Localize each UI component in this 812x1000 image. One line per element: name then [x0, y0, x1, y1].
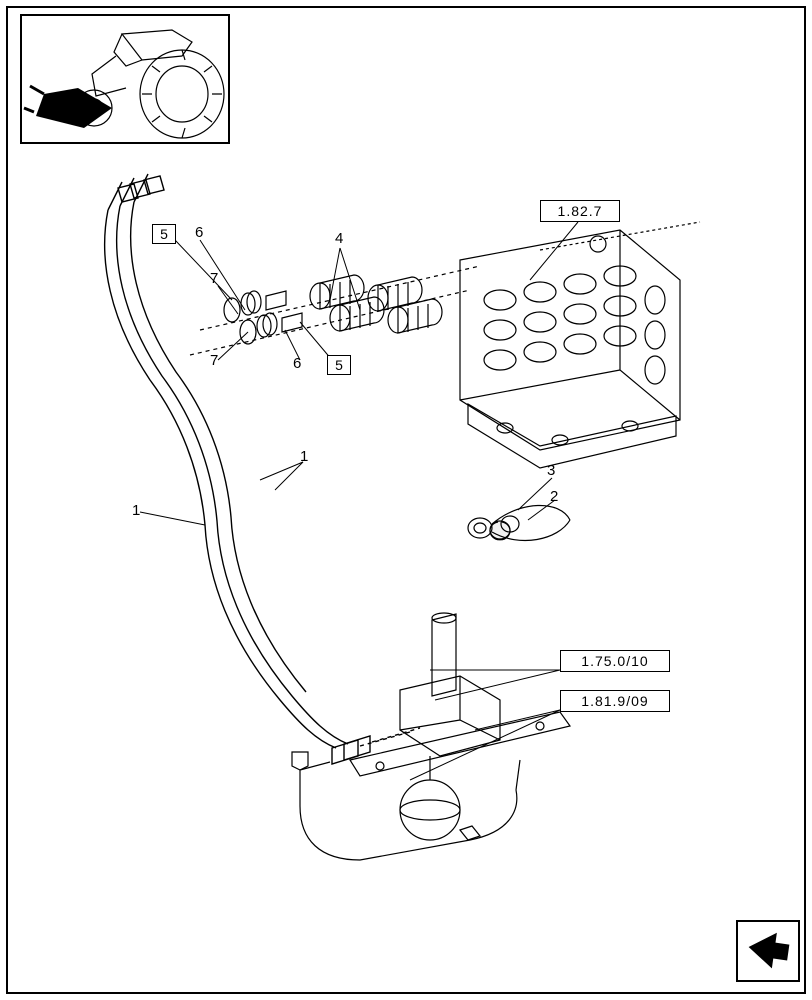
callout-5a: 5: [160, 226, 168, 242]
callout-5a-box: 5: [152, 224, 176, 244]
callout-7a: 7: [210, 270, 218, 287]
hoses: [105, 174, 420, 764]
callout-6b: 6: [293, 355, 301, 372]
return-arrow-icon: [738, 922, 802, 984]
cap-lanyard: [468, 505, 570, 540]
ref-2: 1.75.0/10: [581, 653, 648, 669]
couplers-seals: [190, 266, 480, 355]
callout-7b: 7: [210, 352, 218, 369]
callout-2: 2: [550, 488, 558, 505]
callout-1a: 1: [132, 502, 140, 519]
ref-box-1: 1.82.7: [540, 200, 620, 222]
callout-3: 3: [547, 462, 555, 479]
ref-box-2: 1.75.0/10: [560, 650, 670, 672]
callout-1b: 1: [300, 448, 308, 465]
callout-4: 4: [335, 230, 343, 247]
return-arrow-frame[interactable]: [736, 920, 800, 982]
valve-block: [460, 222, 700, 468]
callout-6a: 6: [195, 224, 203, 241]
ref-3: 1.81.9/09: [581, 693, 648, 709]
callout-5b: 5: [335, 357, 343, 373]
ref-box-3: 1.81.9/09: [560, 690, 670, 712]
exploded-diagram: [0, 0, 812, 1000]
callout-5b-box: 5: [327, 355, 351, 375]
ref-1: 1.82.7: [558, 203, 603, 219]
